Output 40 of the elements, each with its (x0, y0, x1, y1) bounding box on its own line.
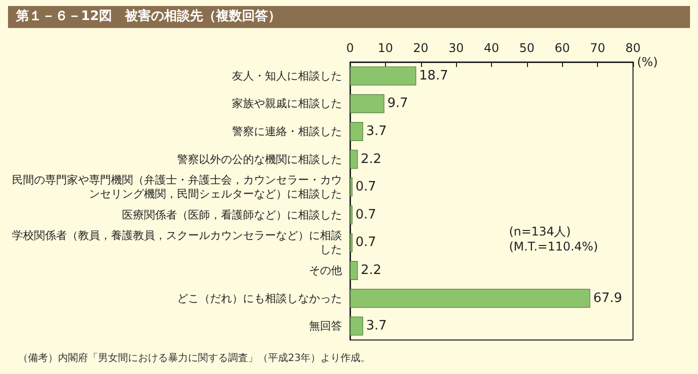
bar (350, 66, 416, 86)
x-tick-label: 20 (413, 41, 428, 55)
x-tick-label: 60 (554, 41, 570, 55)
data-label: 2.2 (360, 263, 382, 278)
bar (350, 316, 364, 336)
data-label: 0.7 (355, 180, 376, 195)
y-tick-label: 民間の専門家や専門機関（弁護士・弁護士会，カウンセラー・カウンセリング機関，民間シェルターなど）に相談した (12, 174, 342, 201)
x-tick-label: 0 (346, 41, 354, 55)
y-tick-label: 警察以外の公的な機関に相談した (177, 152, 342, 166)
x-axis-title: (%) (637, 55, 658, 69)
y-tick-label: 警察に連絡・相談した (232, 125, 342, 138)
data-label: 67.9 (593, 290, 622, 306)
x-tick-label: 50 (519, 41, 535, 55)
bar (350, 94, 384, 114)
annotation: (n=134人) (M.T.=110.4%) (508, 224, 598, 254)
bar (350, 288, 590, 308)
data-label: 0.7 (355, 235, 376, 250)
x-tick-label: 80 (625, 41, 641, 55)
bar (350, 122, 364, 141)
y-tick-label: 家族や親戚に相談した (232, 97, 342, 110)
y-tick-label: 無回答 (309, 320, 342, 333)
data-label: 18.7 (419, 68, 448, 84)
bar (350, 261, 358, 280)
bar (350, 150, 358, 169)
y-tick-label: 学校関係者（教員，養護教員，スクールカウンセラーなど）に相談した (12, 229, 342, 256)
data-label: 3.7 (366, 124, 387, 139)
data-label: 2.2 (360, 152, 382, 167)
text: （備考）内閣府「男女間における暴力に関する調査」（平成23年）より作成。 (18, 352, 371, 365)
y-tick-label: その他 (309, 264, 342, 277)
data-label: 0.7 (355, 207, 376, 222)
y-tick-label: どこ（だれ）にも相談しなかった (177, 292, 342, 305)
x-tick-label: 40 (484, 41, 500, 55)
data-label: 9.7 (387, 96, 408, 112)
text: 第１－６－12図 被害の相談先（複数回答） (8, 6, 690, 28)
x-tick-label: 70 (590, 41, 606, 55)
data-label: 3.7 (366, 318, 387, 334)
x-tick-label: 10 (378, 41, 394, 55)
x-tick-label: 30 (448, 41, 464, 55)
y-tick-label: 医療関係者（医師，看護師など）に相談した (122, 208, 342, 222)
y-tick-label: 友人・知人に相談した (232, 69, 342, 82)
